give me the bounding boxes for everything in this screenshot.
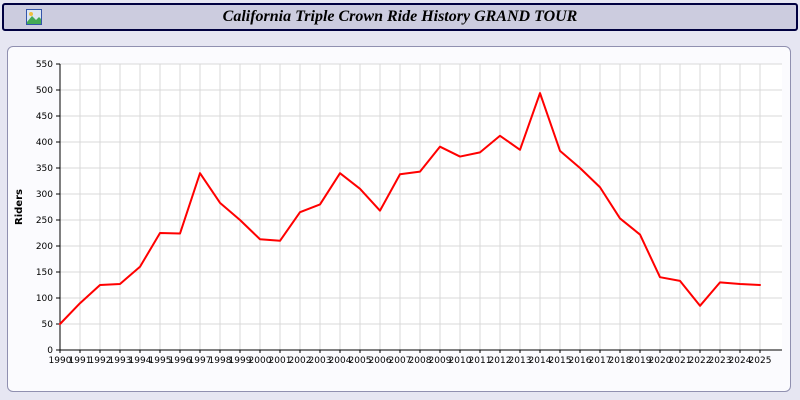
svg-text:250: 250 <box>36 216 53 226</box>
x-tick-labels: 1990199119921993199419951996199719981999… <box>49 356 772 366</box>
svg-text:2012: 2012 <box>489 356 512 366</box>
svg-text:1990: 1990 <box>49 356 72 366</box>
y-axis-title: Riders <box>14 189 25 225</box>
svg-text:2009: 2009 <box>429 356 452 366</box>
svg-text:1997: 1997 <box>189 356 212 366</box>
svg-text:2004: 2004 <box>329 356 352 366</box>
svg-text:2018: 2018 <box>609 356 632 366</box>
svg-text:2015: 2015 <box>549 356 572 366</box>
svg-text:400: 400 <box>36 138 53 148</box>
svg-text:2019: 2019 <box>629 356 652 366</box>
svg-text:2013: 2013 <box>509 356 532 366</box>
svg-text:2001: 2001 <box>269 356 292 366</box>
svg-text:2006: 2006 <box>369 356 392 366</box>
svg-text:1996: 1996 <box>169 356 192 366</box>
svg-text:1993: 1993 <box>109 356 132 366</box>
svg-text:450: 450 <box>36 112 53 122</box>
svg-text:550: 550 <box>36 60 53 70</box>
svg-text:150: 150 <box>36 268 53 278</box>
svg-text:1998: 1998 <box>209 356 232 366</box>
chart-panel: 0 50 100 150 200 250 300 350 400 450 500 550 1990 199… <box>7 46 791 392</box>
x-gridlines <box>59 64 761 350</box>
svg-text:2014: 2014 <box>529 356 552 366</box>
svg-text:1992: 1992 <box>89 356 112 366</box>
svg-text:500: 500 <box>36 86 53 96</box>
page-title: California Triple Crown Ride History GRA… <box>222 8 578 25</box>
svg-text:2020: 2020 <box>649 356 672 366</box>
axes <box>56 63 782 353</box>
svg-text:2010: 2010 <box>449 356 472 366</box>
svg-text:2016: 2016 <box>569 356 592 366</box>
svg-text:1994: 1994 <box>129 356 152 366</box>
svg-text:1999: 1999 <box>229 356 252 366</box>
svg-text:2017: 2017 <box>589 356 612 366</box>
svg-text:2000: 2000 <box>249 356 272 366</box>
landscape-photo-icon <box>26 9 42 25</box>
y-gridlines <box>60 63 782 351</box>
svg-text:2002: 2002 <box>289 356 312 366</box>
svg-text:50: 50 <box>42 320 54 330</box>
svg-text:1991: 1991 <box>69 356 92 366</box>
svg-text:2023: 2023 <box>709 356 732 366</box>
svg-text:2005: 2005 <box>349 356 372 366</box>
svg-text:2021: 2021 <box>669 356 692 366</box>
svg-text:0: 0 <box>47 346 53 356</box>
svg-text:2024: 2024 <box>729 356 752 366</box>
plot-area <box>60 64 782 350</box>
svg-text:2022: 2022 <box>689 356 712 366</box>
svg-text:300: 300 <box>36 190 53 200</box>
svg-text:2011: 2011 <box>469 356 492 366</box>
svg-text:1995: 1995 <box>149 356 172 366</box>
svg-text:2003: 2003 <box>309 356 332 366</box>
svg-text:2007: 2007 <box>389 356 412 366</box>
y-tick-labels: 0 50 100 150 200 250 300 350 400 450 500 550 <box>36 60 53 356</box>
riders-series-line <box>59 92 761 325</box>
svg-text:100: 100 <box>36 294 53 304</box>
svg-text:2025: 2025 <box>749 356 772 366</box>
ride-history-line-chart: 0501001502002503003504004505005501990199… <box>14 60 782 366</box>
svg-text:200: 200 <box>36 242 53 252</box>
svg-text:2008: 2008 <box>409 356 432 366</box>
svg-text:350: 350 <box>36 164 53 174</box>
title-bar: California Triple Crown Ride History GRA… <box>2 3 798 31</box>
